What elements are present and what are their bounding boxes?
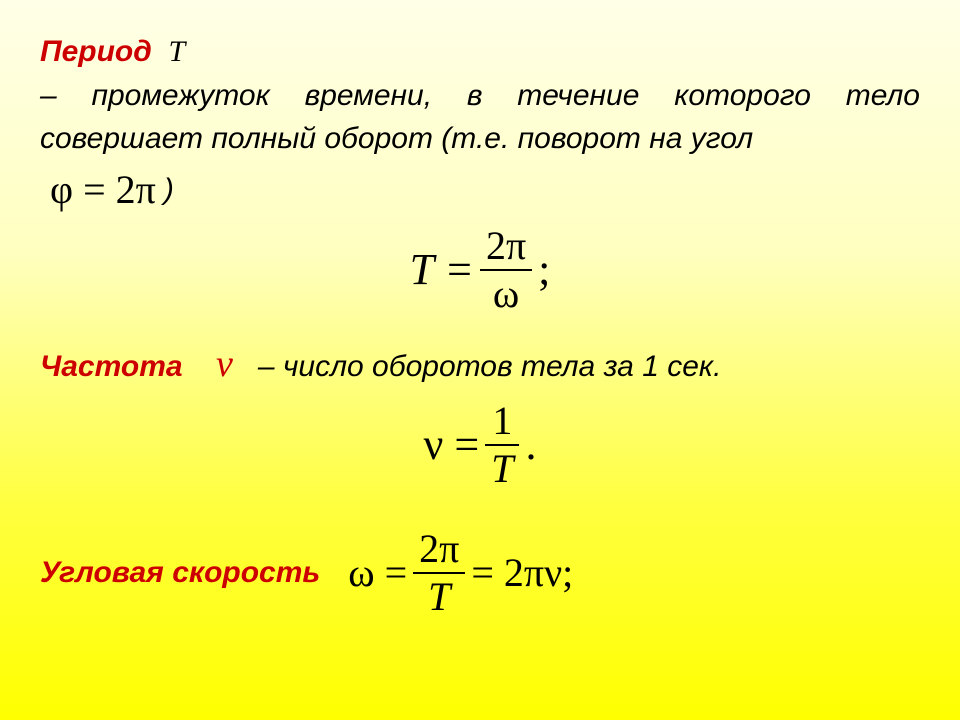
frequency-formula: ν = 1 T . bbox=[40, 400, 920, 490]
frequency-formula-fraction: 1 T bbox=[485, 400, 519, 490]
term-period: Период bbox=[40, 30, 152, 74]
frequency-definition: Частота ν – число оборотов тела за 1 сек… bbox=[40, 337, 920, 392]
angvel-formula-denominator: T bbox=[422, 576, 456, 618]
period-formula: T = 2π ω ; bbox=[40, 225, 920, 315]
symbol-frequency: ν bbox=[216, 343, 233, 385]
angvel-formula-mid: = 2πν; bbox=[471, 549, 573, 596]
angvel-formula-numerator: 2π bbox=[413, 528, 465, 570]
term-frequency: Частота bbox=[40, 350, 183, 383]
angular-velocity-row: Угловая скорость ω = 2π T = 2πν; bbox=[40, 528, 920, 618]
frequency-formula-lhs: ν = bbox=[424, 419, 480, 470]
frequency-formula-denominator: T bbox=[485, 448, 519, 490]
period-def-text-a: – промежуток времени, в течение которого… bbox=[40, 74, 920, 161]
frequency-formula-tail: . bbox=[525, 419, 536, 470]
angvel-formula-lhs: ω = bbox=[348, 549, 407, 596]
period-formula-tail: ; bbox=[538, 244, 550, 295]
period-formula-lhs: T = bbox=[410, 244, 474, 295]
frequency-formula-numerator: 1 bbox=[486, 400, 518, 442]
phi-equals-2pi: φ = 2π bbox=[50, 161, 156, 219]
period-definition: Период T – промежуток времени, в течение… bbox=[40, 30, 920, 219]
period-formula-denominator: ω bbox=[487, 273, 525, 315]
period-formula-fraction: 2π ω bbox=[480, 225, 532, 315]
period-def-text-b: ) bbox=[164, 168, 174, 212]
frequency-def-text: – число оборотов тела за 1 сек. bbox=[258, 350, 722, 383]
term-angular-velocity: Угловая скорость bbox=[40, 556, 320, 590]
angvel-formula-fraction: 2π T bbox=[413, 528, 465, 618]
angular-velocity-formula: ω = 2π T = 2πν; bbox=[348, 528, 573, 618]
period-formula-numerator: 2π bbox=[480, 225, 532, 267]
symbol-period: T bbox=[168, 30, 185, 74]
